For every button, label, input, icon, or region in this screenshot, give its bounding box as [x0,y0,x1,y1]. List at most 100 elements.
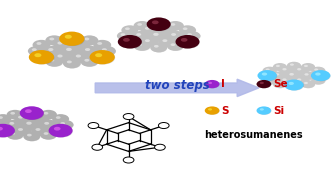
Circle shape [52,126,69,135]
Circle shape [48,48,53,51]
Circle shape [154,22,159,24]
Circle shape [145,39,150,42]
Circle shape [135,22,151,31]
Circle shape [73,53,91,63]
Circle shape [14,126,32,136]
Circle shape [95,53,111,62]
Circle shape [24,109,40,118]
Circle shape [142,38,159,47]
Circle shape [294,66,309,75]
Circle shape [34,53,41,57]
Circle shape [141,37,159,47]
Circle shape [123,114,134,120]
Circle shape [263,67,277,75]
Circle shape [180,26,196,35]
Circle shape [183,31,200,41]
Circle shape [66,48,72,51]
Circle shape [177,36,200,49]
Circle shape [159,25,176,35]
Circle shape [160,25,177,35]
Circle shape [63,58,81,68]
Circle shape [60,122,65,125]
Circle shape [45,46,63,57]
Circle shape [150,19,167,29]
Circle shape [287,81,301,89]
Circle shape [134,41,150,51]
Circle shape [30,51,54,64]
Circle shape [41,110,57,119]
Circle shape [67,60,72,63]
Circle shape [280,77,294,85]
Circle shape [168,42,184,51]
Circle shape [32,48,37,51]
Circle shape [85,38,90,40]
Circle shape [123,38,130,42]
Circle shape [137,43,142,46]
Circle shape [8,131,24,140]
Circle shape [286,71,302,80]
Circle shape [32,126,49,136]
Circle shape [151,20,167,29]
Circle shape [125,39,130,42]
Circle shape [142,25,159,35]
Circle shape [10,112,15,115]
Circle shape [72,39,90,50]
Circle shape [263,77,277,84]
Circle shape [40,130,57,140]
Circle shape [81,57,99,67]
Circle shape [206,107,220,115]
Circle shape [287,72,302,80]
Circle shape [63,46,82,57]
Circle shape [15,114,32,124]
Circle shape [44,46,63,56]
Circle shape [71,52,90,63]
Circle shape [56,128,60,131]
Circle shape [297,78,301,81]
Circle shape [183,27,187,30]
Circle shape [304,73,309,76]
Circle shape [45,35,63,45]
Circle shape [282,78,287,81]
Circle shape [5,120,23,130]
Circle shape [82,46,100,57]
Circle shape [57,42,63,45]
Circle shape [301,63,315,71]
Text: S: S [221,106,229,115]
Circle shape [80,57,98,67]
Circle shape [33,126,50,136]
Circle shape [0,116,3,119]
Circle shape [45,57,63,67]
Circle shape [0,124,15,137]
Circle shape [50,125,73,138]
FancyArrow shape [95,79,259,97]
Circle shape [121,37,138,46]
Circle shape [287,62,301,70]
Circle shape [276,82,280,84]
Circle shape [81,36,99,46]
Circle shape [205,80,219,88]
Circle shape [98,46,116,56]
Circle shape [92,144,103,150]
Circle shape [312,77,326,85]
Circle shape [134,21,150,31]
Circle shape [301,80,315,88]
Circle shape [125,27,130,30]
Circle shape [288,62,301,70]
Circle shape [53,115,69,124]
Circle shape [49,38,54,40]
Circle shape [73,40,91,50]
Circle shape [154,45,159,48]
Circle shape [9,122,14,125]
Circle shape [36,42,41,45]
Circle shape [258,81,272,88]
Circle shape [118,35,142,49]
Text: two steps: two steps [145,79,209,92]
Circle shape [258,70,277,81]
Circle shape [318,73,322,76]
Circle shape [54,127,60,131]
Circle shape [135,42,151,51]
Circle shape [159,37,176,47]
Circle shape [27,134,32,136]
Circle shape [36,54,41,57]
Circle shape [18,128,23,131]
